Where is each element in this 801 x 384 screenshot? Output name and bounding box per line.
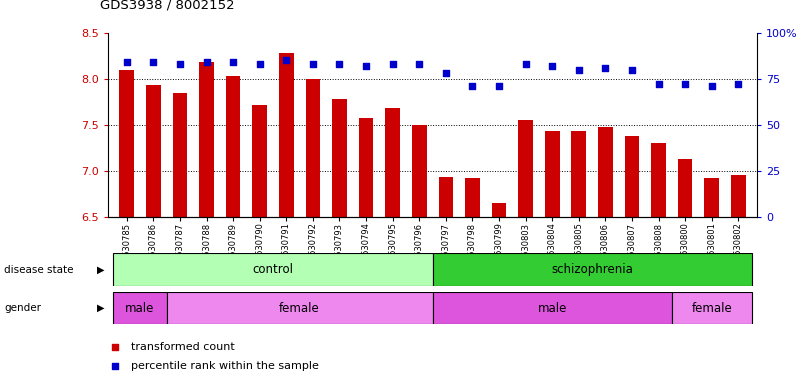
Bar — [146, 85, 161, 217]
Point — [652, 81, 665, 87]
Text: male: male — [537, 302, 567, 314]
Bar — [731, 175, 746, 217]
Point — [108, 344, 121, 350]
Bar — [571, 131, 586, 217]
Bar — [438, 177, 453, 217]
Point — [253, 61, 266, 67]
Text: male: male — [125, 302, 155, 314]
Text: ▶: ▶ — [97, 303, 104, 313]
Point — [519, 61, 532, 67]
Point — [108, 363, 121, 369]
Bar — [651, 143, 666, 217]
Text: schizophrenia: schizophrenia — [551, 263, 633, 276]
Point — [360, 63, 372, 69]
Point — [307, 61, 320, 67]
Bar — [433, 253, 751, 286]
Point — [706, 83, 718, 89]
Text: GDS3938 / 8002152: GDS3938 / 8002152 — [100, 0, 235, 12]
Point — [732, 81, 745, 87]
Text: disease state: disease state — [4, 265, 74, 275]
Bar — [433, 292, 672, 324]
Bar — [226, 76, 240, 217]
Text: ▶: ▶ — [97, 265, 104, 275]
Point — [174, 61, 187, 67]
Text: percentile rank within the sample: percentile rank within the sample — [131, 361, 319, 371]
Text: gender: gender — [4, 303, 41, 313]
Point — [493, 83, 505, 89]
Bar — [465, 178, 480, 217]
Point — [413, 61, 425, 67]
Bar — [167, 292, 433, 324]
Point — [333, 61, 346, 67]
Point — [227, 59, 239, 65]
Bar — [305, 79, 320, 217]
Point — [599, 65, 612, 71]
Point — [440, 70, 453, 76]
Bar — [704, 178, 719, 217]
Point — [466, 83, 479, 89]
Text: control: control — [252, 263, 293, 276]
Text: female: female — [280, 302, 320, 314]
Bar — [545, 131, 560, 217]
Bar — [119, 70, 134, 217]
Point — [147, 59, 159, 65]
Bar — [199, 62, 214, 217]
Bar — [385, 108, 400, 217]
Bar — [252, 104, 267, 217]
Text: female: female — [691, 302, 732, 314]
Bar — [625, 136, 639, 217]
Bar — [359, 118, 373, 217]
Point — [120, 59, 133, 65]
Point — [573, 66, 586, 73]
Bar — [518, 120, 533, 217]
Bar — [173, 93, 187, 217]
Point — [626, 66, 638, 73]
Point — [280, 57, 292, 63]
Point — [545, 63, 558, 69]
Bar — [332, 99, 347, 217]
Bar — [672, 292, 751, 324]
Point — [678, 81, 691, 87]
Bar — [678, 159, 692, 217]
Bar — [114, 292, 167, 324]
Bar — [412, 125, 427, 217]
Text: transformed count: transformed count — [131, 342, 235, 352]
Bar — [492, 203, 506, 217]
Bar — [279, 53, 294, 217]
Point — [386, 61, 399, 67]
Point — [200, 59, 213, 65]
Bar — [598, 127, 613, 217]
Bar — [114, 253, 433, 286]
